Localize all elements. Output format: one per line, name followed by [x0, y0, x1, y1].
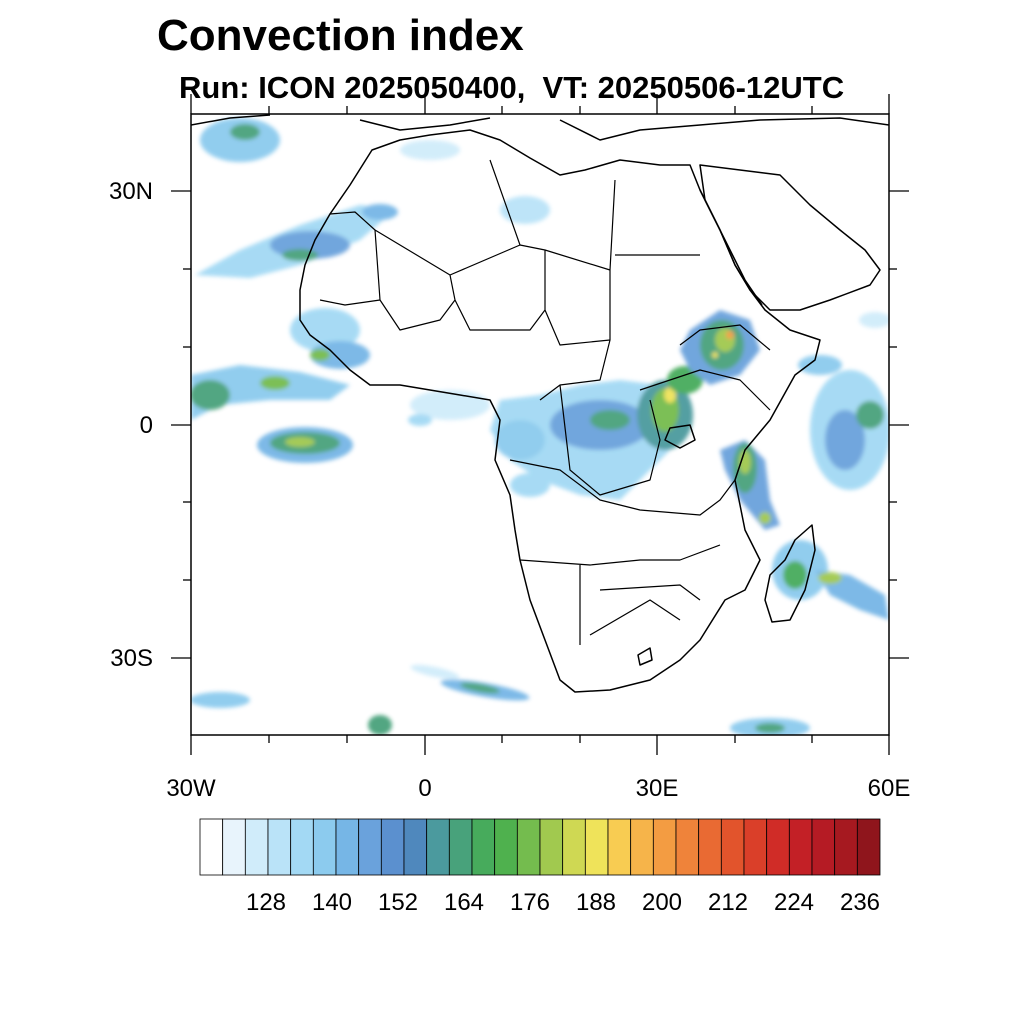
colorbar-cell	[856, 818, 881, 876]
lon-label-0: 0	[418, 775, 432, 802]
convection-core-guinea	[310, 349, 330, 361]
convection-patch-nw-atlantic	[200, 118, 280, 162]
convection-patch-bottom-center	[368, 715, 392, 735]
colorbar-label: 224	[773, 889, 815, 916]
chart-subtitle: Run: ICON 2025050400, VT: 20250506-12UTC	[179, 70, 845, 105]
colorbar-cell	[743, 818, 768, 876]
colorbar-cell	[539, 818, 564, 876]
colorbar-cell	[403, 818, 428, 876]
lesotho-border	[637, 647, 653, 666]
colorbar-cell	[335, 818, 360, 876]
colorbar-label: 152	[377, 889, 419, 916]
colorbar-cell	[652, 818, 677, 876]
convection-patch-mediterranean	[400, 140, 460, 160]
colorbar-label: 176	[509, 889, 551, 916]
map-boundaries	[191, 114, 889, 693]
convection-core-tropical-atlantic	[191, 380, 230, 410]
colorbar-cell	[426, 818, 450, 876]
convection-core-mozambique-channel	[783, 561, 807, 589]
arabia-coastline	[699, 164, 881, 311]
europe-coastline	[191, 114, 889, 141]
country-borders	[319, 159, 771, 645]
colorbar-cell	[244, 818, 269, 876]
convection-core-nw-atlantic	[230, 124, 260, 140]
colorbar-cell	[720, 818, 745, 876]
africa-coastline	[299, 129, 821, 693]
convection-patch-gabon	[495, 420, 545, 460]
colorbar-cell	[380, 818, 405, 876]
colorbar-cell	[562, 818, 586, 876]
convection-core-tanzania	[759, 512, 771, 524]
convection-patch-gulf-small	[408, 414, 432, 426]
colorbar-label: 236	[839, 889, 881, 916]
colorbar-cell	[312, 818, 337, 876]
colorbar-cell	[471, 818, 496, 876]
colorbar-cell	[584, 818, 609, 876]
convection-patch-arabian-sea	[859, 312, 889, 328]
colorbar-label: 212	[707, 889, 749, 916]
colorbar-cell	[834, 818, 858, 876]
colorbar-cell	[630, 818, 654, 876]
colorbar-cell	[448, 818, 473, 876]
axis-ticks	[171, 94, 909, 755]
colorbar-cell	[675, 818, 700, 876]
lon-label-30e: 30E	[635, 775, 679, 802]
colorbar-label: 164	[443, 889, 485, 916]
lat-label-30n: 30N	[108, 178, 153, 205]
convection-core-indian-ocean	[825, 410, 865, 470]
convection-core-south-atlantic	[460, 682, 500, 694]
convection-peak-ethiopia-south	[712, 352, 718, 358]
convection-patch-morocco	[362, 204, 398, 220]
convection-patch-guinea	[310, 341, 370, 369]
lon-label-60e: 60E	[867, 775, 911, 802]
convection-field	[191, 118, 889, 735]
convection-band-tropical-atlantic	[191, 365, 350, 420]
colorbar-cell	[788, 818, 813, 876]
convection-patch-gulf-offshore	[410, 390, 490, 420]
colorbar-cell	[222, 818, 246, 876]
colorbar-cell	[290, 818, 314, 876]
colorbar-label: 140	[311, 889, 353, 916]
colorbar-cell	[199, 818, 224, 876]
madagascar-coastline	[764, 524, 816, 623]
convection-peak-gulf-guinea	[285, 437, 315, 447]
colorbar-cell	[766, 818, 790, 876]
lat-label-0: 0	[139, 412, 153, 439]
colorbar-label: 128	[245, 889, 287, 916]
colorbar-label: 188	[575, 889, 617, 916]
lat-label-30s: 30S	[110, 645, 153, 672]
colorbar-cell	[811, 818, 836, 876]
convection-patch-sw-corner	[191, 692, 250, 708]
convection-patch-libya	[500, 196, 550, 224]
convection-core-atlantic-east	[260, 376, 290, 390]
colorbar-cell	[607, 818, 632, 876]
colorbar-cell	[267, 818, 292, 876]
colorbar-label: 200	[641, 889, 683, 916]
colorbar-cell	[516, 818, 541, 876]
colorbar-cell	[698, 818, 722, 876]
convection-peak-indian-ocean	[856, 401, 884, 429]
red-sea-coastline	[699, 189, 763, 306]
colorbar	[199, 818, 881, 876]
chart-title: Convection index	[157, 11, 524, 60]
convection-patch-angola-coast	[510, 473, 550, 497]
convection-patch-south-atlantic-west	[410, 664, 460, 680]
convection-core-kenya-coast	[739, 450, 751, 474]
lon-label-30w: 30W	[166, 775, 216, 802]
lake-victoria	[664, 424, 696, 449]
convection-peak-ethiopia	[726, 331, 734, 339]
colorbar-cell	[358, 818, 382, 876]
convection-core-western-sahara	[282, 249, 318, 261]
convection-core-bottom-right	[755, 723, 785, 733]
colorbar-cell	[494, 818, 518, 876]
convection-core-congo	[590, 410, 630, 430]
convection-core-madagascar-east	[818, 572, 842, 584]
convection-patch-somalia-coast	[798, 355, 842, 375]
convection-peak-great-lakes	[664, 387, 676, 403]
convection-patch-senegal	[290, 308, 360, 352]
